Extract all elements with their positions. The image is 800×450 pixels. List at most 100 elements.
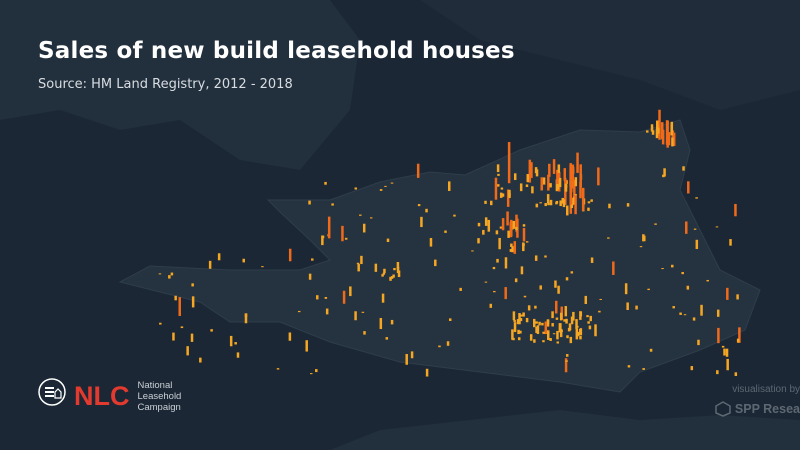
spike <box>168 275 171 279</box>
spike <box>565 360 568 362</box>
spike <box>363 331 366 335</box>
spike <box>497 173 500 176</box>
spike <box>482 229 485 235</box>
spike <box>180 326 184 329</box>
spike <box>420 216 423 228</box>
spike <box>515 226 518 231</box>
spike <box>647 288 650 291</box>
spike <box>530 162 533 178</box>
spike <box>528 159 532 183</box>
spike <box>564 358 568 373</box>
spike <box>379 317 383 330</box>
spike <box>716 309 720 317</box>
spike <box>288 332 292 341</box>
logo-line: Leasehold <box>137 391 182 402</box>
spike <box>579 164 582 188</box>
spike <box>425 208 428 213</box>
spike <box>327 216 331 239</box>
spike <box>551 323 554 327</box>
spike <box>484 217 488 226</box>
spike <box>549 199 553 206</box>
spike <box>477 238 480 244</box>
spike <box>507 230 510 238</box>
spike <box>517 337 521 341</box>
spike <box>416 163 420 178</box>
spike <box>487 219 491 232</box>
spike <box>354 311 357 321</box>
land-northeast <box>420 0 800 110</box>
spike <box>389 276 392 281</box>
spike <box>354 187 358 190</box>
spike <box>159 322 162 325</box>
spike <box>506 211 509 226</box>
spike <box>496 258 499 263</box>
spike <box>495 230 499 235</box>
spike <box>541 322 544 326</box>
spike <box>535 326 538 334</box>
spike <box>325 308 329 315</box>
spike <box>554 300 558 314</box>
spike <box>229 335 233 347</box>
spike <box>396 266 400 274</box>
spike <box>681 271 684 275</box>
land-england-wales <box>118 119 761 393</box>
spike <box>434 259 437 267</box>
spike <box>244 313 248 324</box>
spike <box>670 121 674 133</box>
spike <box>552 333 556 335</box>
spike <box>534 305 537 309</box>
spike <box>655 128 659 139</box>
spike <box>297 310 301 313</box>
spike <box>662 174 665 178</box>
spike <box>552 159 556 174</box>
spike <box>522 242 525 252</box>
spike <box>492 266 496 270</box>
spike <box>738 327 741 343</box>
spike <box>559 312 563 321</box>
spike <box>557 285 560 294</box>
spike <box>509 249 513 252</box>
spike <box>671 264 674 268</box>
spike <box>513 322 517 333</box>
spike <box>529 334 533 337</box>
spike <box>525 317 529 323</box>
spike <box>563 168 567 181</box>
spike <box>356 262 360 265</box>
spike <box>533 339 536 343</box>
spike <box>729 239 732 246</box>
spike <box>651 130 655 135</box>
spike <box>321 235 325 239</box>
spike <box>547 174 550 191</box>
spike <box>529 335 533 341</box>
spike <box>559 200 562 207</box>
spike <box>695 239 699 250</box>
spike <box>308 273 312 280</box>
spike <box>544 255 547 258</box>
spike <box>393 267 396 271</box>
spike <box>501 218 505 231</box>
spike <box>706 279 709 282</box>
spike <box>626 302 629 311</box>
spike <box>397 270 401 278</box>
spike <box>191 283 194 287</box>
spike <box>576 325 579 328</box>
spike <box>544 203 547 207</box>
spike <box>369 217 373 219</box>
spike <box>484 200 487 204</box>
spike <box>499 192 503 198</box>
spike <box>590 199 593 202</box>
spike <box>658 109 661 140</box>
spike <box>385 337 389 340</box>
spike <box>548 163 551 177</box>
spike <box>556 181 560 190</box>
spike <box>679 312 682 315</box>
spike <box>573 179 576 197</box>
spike <box>519 318 523 322</box>
title: Sales of new build leasehold houses <box>38 38 515 64</box>
spike <box>598 310 601 313</box>
spike <box>522 228 526 242</box>
spike <box>624 283 628 295</box>
spike <box>390 319 394 325</box>
spike <box>315 369 318 373</box>
spike <box>588 325 592 330</box>
